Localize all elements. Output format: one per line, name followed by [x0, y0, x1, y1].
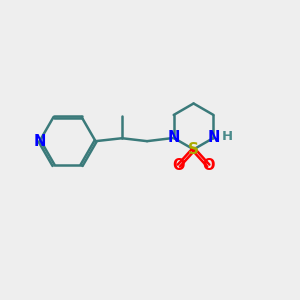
Text: O: O	[172, 158, 185, 173]
Text: H: H	[222, 130, 233, 143]
Text: O: O	[202, 158, 214, 173]
Text: S: S	[188, 142, 199, 157]
Text: N: N	[33, 134, 46, 149]
Text: N: N	[207, 130, 220, 146]
Text: N: N	[167, 130, 180, 146]
